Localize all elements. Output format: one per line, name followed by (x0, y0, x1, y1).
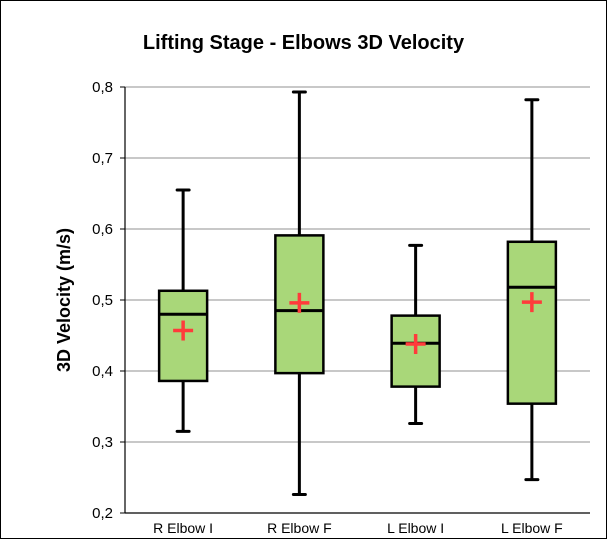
box-2 (274, 90, 325, 497)
iqr-box (506, 240, 558, 405)
x-tick-label: L Elbow I (387, 520, 444, 536)
box-4 (506, 98, 558, 482)
y-tick-label: 0,8 (92, 79, 113, 96)
x-tick-labels: R Elbow I R Elbow F L Elbow I L Elbow F (153, 520, 563, 536)
y-axis-label: 3D Velocity (m/s) (54, 228, 74, 372)
x-tick-label: R Elbow F (267, 520, 332, 536)
boxes (157, 90, 558, 497)
y-tick-label: 0,3 (92, 434, 113, 451)
y-tick-label: 0,4 (92, 363, 113, 380)
box-3 (390, 243, 441, 426)
chart-title: Lifting Stage - Elbows 3D Velocity (142, 32, 465, 54)
y-tick-label: 0,2 (92, 505, 113, 522)
x-tick-label: L Elbow F (501, 520, 563, 536)
box-1 (157, 188, 209, 433)
x-tick-label: R Elbow I (153, 520, 213, 536)
axes (120, 86, 590, 514)
y-tick-label: 0,6 (92, 221, 113, 238)
y-tick-labels: 0,2 0,3 0,4 0,5 0,6 0,7 0,8 (92, 79, 113, 522)
y-tick-label: 0,7 (92, 150, 113, 167)
y-tick-label: 0,5 (92, 292, 113, 309)
